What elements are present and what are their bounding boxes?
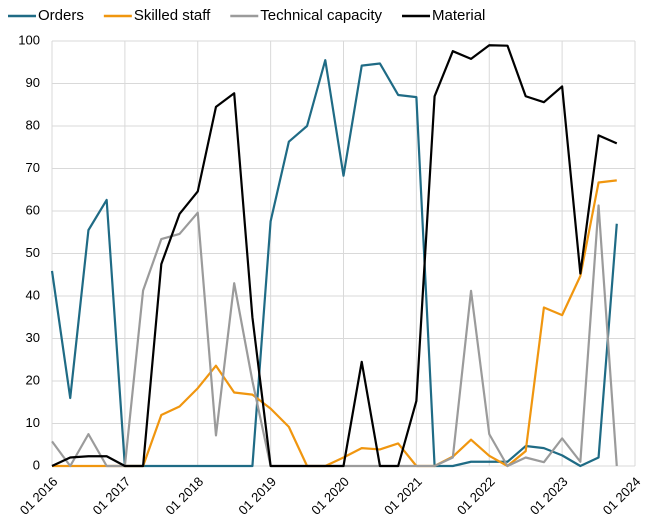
- y-tick-label: 50: [26, 245, 40, 260]
- x-tick-label: 01 2016: [17, 474, 61, 518]
- y-tick-label: 100: [18, 32, 40, 47]
- x-tick-label: 01 2020: [308, 474, 352, 518]
- x-tick-label: 01 2022: [454, 474, 498, 518]
- series-line: [50, 59, 618, 468]
- legend-label: Material: [432, 7, 485, 24]
- series-line: [51, 204, 618, 468]
- x-tick-label: 01 2019: [235, 474, 279, 518]
- x-tick-label: 01 2021: [381, 474, 425, 518]
- y-tick-label: 10: [26, 415, 40, 430]
- x-tick-label: 01 2024: [600, 474, 644, 518]
- y-tick-label: 20: [26, 372, 40, 387]
- x-tick-label: 01 2018: [162, 474, 206, 518]
- legend: Orders Skilled staff Technical capacity Mat…: [8, 7, 485, 24]
- series-line: [51, 44, 618, 468]
- legend-label: Orders: [38, 7, 84, 24]
- y-tick-label: 70: [26, 160, 40, 175]
- x-tick-label: 01 2023: [527, 474, 571, 518]
- y-tick-label: 80: [26, 117, 40, 132]
- legend-label: Skilled staff: [134, 7, 211, 24]
- y-tick-label: 60: [26, 202, 40, 217]
- series-line: [52, 179, 617, 468]
- y-tick-label: 40: [26, 287, 40, 302]
- legend-label: Technical capacity: [260, 7, 382, 24]
- y-tick-label: 90: [26, 75, 40, 90]
- y-tick-label: 30: [26, 330, 40, 345]
- x-tick-label: 01 2017: [90, 474, 134, 518]
- grid: [51, 40, 636, 467]
- y-tick-label: 0: [33, 457, 40, 472]
